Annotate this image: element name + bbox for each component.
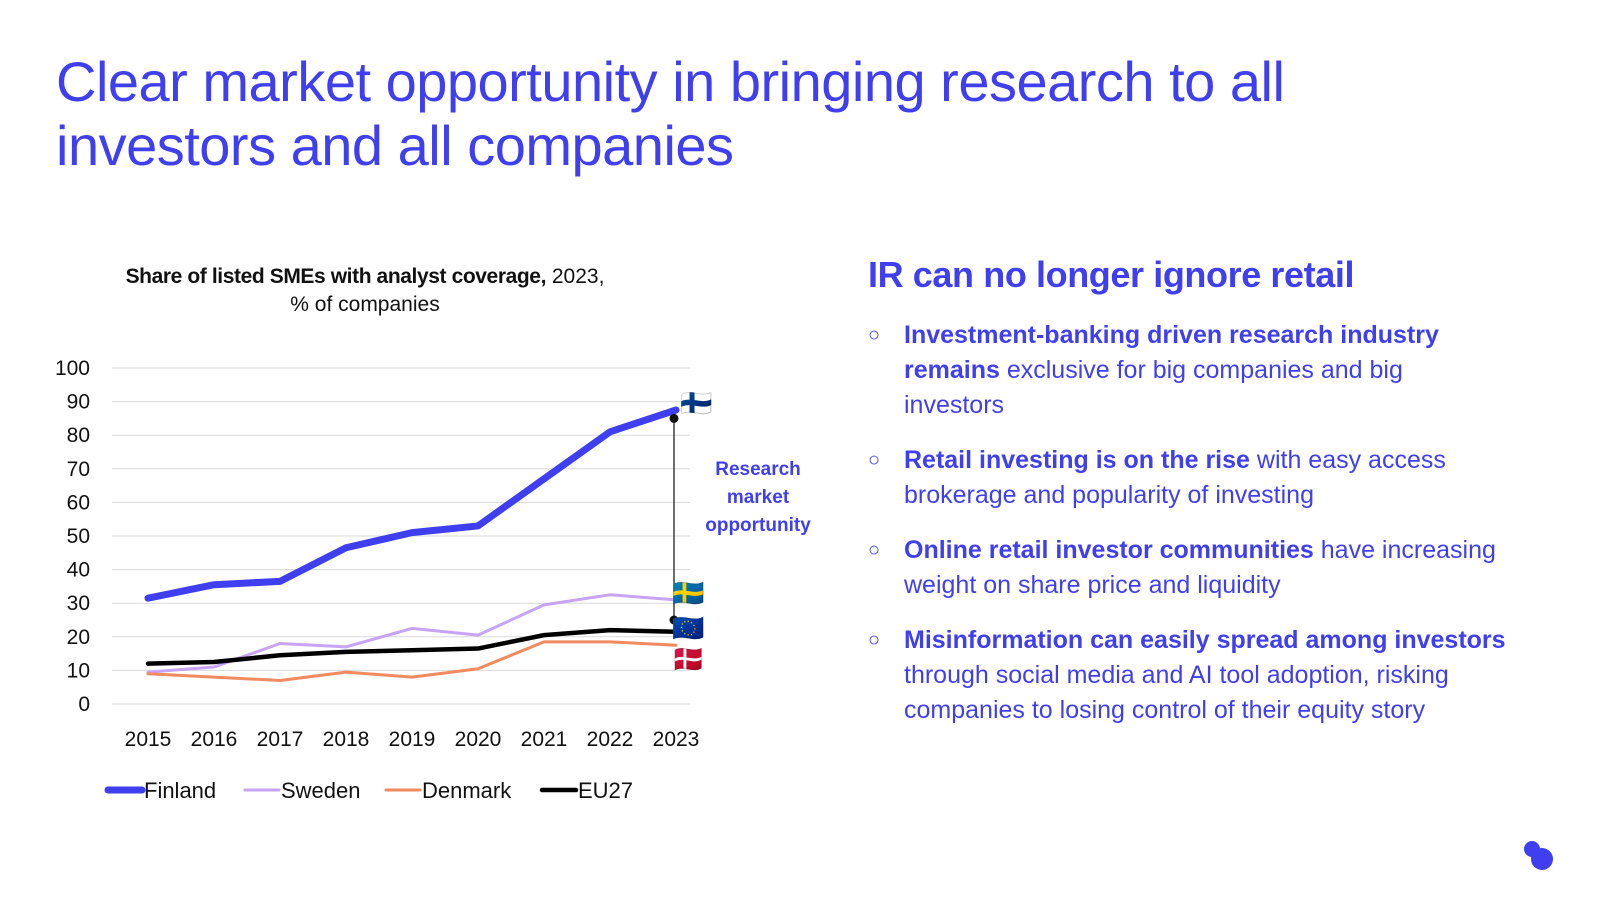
bullet-list: ○ Investment-banking driven research indu… bbox=[868, 318, 1508, 748]
y-tick-label: 60 bbox=[67, 491, 90, 514]
two-dot-logo-icon bbox=[1524, 841, 1553, 870]
x-tick-label: 2016 bbox=[191, 728, 238, 751]
legend-label: Sweden bbox=[281, 778, 361, 803]
x-tick-label: 2023 bbox=[653, 728, 700, 751]
circle-bullet-icon: ○ bbox=[868, 449, 881, 471]
legend-label: Denmark bbox=[422, 778, 512, 803]
bullet-bold-text: Misinformation can easily spread among i… bbox=[904, 626, 1506, 654]
bullet-bold-text: Online retail investor communities bbox=[904, 536, 1314, 564]
line-chart: 0 10 20 30 40 50 60 70 80 90 100 2015 2016 2017 2018 20… bbox=[55, 357, 811, 803]
y-tick-label: 30 bbox=[67, 592, 90, 615]
bullet-bold-text: Investment-banking driven research indus… bbox=[904, 321, 1439, 384]
y-tick-label: 100 bbox=[55, 357, 90, 380]
y-tick-label: 50 bbox=[67, 525, 90, 548]
x-tick-label: 2020 bbox=[455, 728, 502, 751]
series-line-eu27 bbox=[145, 627, 679, 666]
flag-icon-eu27: 🇪🇺 bbox=[672, 613, 704, 643]
chart-title-year: 2023, bbox=[546, 265, 605, 288]
legend-label: Finland bbox=[144, 778, 216, 803]
y-tick-label: 0 bbox=[78, 693, 90, 716]
circle-bullet-icon: ○ bbox=[868, 539, 881, 561]
bullet-item: ○ Retail investing is on the rise with ea… bbox=[868, 443, 1508, 513]
y-tick-label: 90 bbox=[67, 391, 90, 414]
chart-title: Share of listed SMEs with analyst covera… bbox=[90, 263, 640, 319]
series-line-denmark bbox=[146, 640, 678, 682]
annotation-label: market bbox=[727, 487, 790, 508]
y-tick-label: 40 bbox=[67, 559, 90, 582]
y-tick-label: 10 bbox=[67, 659, 90, 682]
x-tick-label: 2022 bbox=[587, 728, 634, 751]
bullet-item: ○ Online retail investor communities have… bbox=[868, 533, 1508, 603]
x-tick-label: 2019 bbox=[389, 728, 436, 751]
annotation-label: Research bbox=[715, 459, 801, 480]
flag-icon-denmark: 🇩🇰 bbox=[672, 644, 704, 674]
gap-annotation-dot bbox=[669, 413, 679, 423]
section-heading: IR can no longer ignore retail bbox=[868, 254, 1355, 295]
y-tick-label: 80 bbox=[67, 424, 90, 447]
bullet-item: ○ Investment-banking driven research indu… bbox=[868, 318, 1508, 423]
bullet-bold-text: Retail investing is on the rise bbox=[904, 446, 1250, 474]
chart-subtitle: % of companies bbox=[290, 293, 440, 316]
x-tick-label: 2017 bbox=[257, 728, 304, 751]
bullet-text: with easy access brokerage and popularit… bbox=[904, 446, 1446, 509]
bullet-text: exclusive for big companies and big inve… bbox=[904, 356, 1403, 419]
y-tick-label: 70 bbox=[67, 458, 90, 481]
y-tick-label: 20 bbox=[67, 626, 90, 649]
x-tick-label: 2018 bbox=[323, 728, 370, 751]
circle-bullet-icon: ○ bbox=[868, 324, 881, 346]
x-tick-label: 2021 bbox=[521, 728, 568, 751]
flag-icon-finland: 🇫🇮 bbox=[680, 388, 712, 418]
bullet-text: through social media and AI tool adoptio… bbox=[904, 661, 1449, 724]
page-title: Clear market opportunity in bringing res… bbox=[56, 50, 1285, 177]
legend-label: EU27 bbox=[578, 778, 633, 803]
flag-icon-sweden: 🇸🇪 bbox=[672, 578, 704, 608]
chart-title-bold: Share of listed SMEs with analyst covera… bbox=[125, 265, 547, 288]
circle-bullet-icon: ○ bbox=[868, 629, 881, 651]
annotation-label: opportunity bbox=[705, 515, 811, 536]
gap-annotation-dot bbox=[669, 615, 679, 625]
x-tick-label: 2015 bbox=[125, 728, 172, 751]
bullet-item: ○ Misinformation can easily spread among … bbox=[868, 623, 1508, 728]
bullet-text: have increasing weight on share price an… bbox=[904, 536, 1496, 599]
series-line-finland bbox=[144, 406, 680, 602]
